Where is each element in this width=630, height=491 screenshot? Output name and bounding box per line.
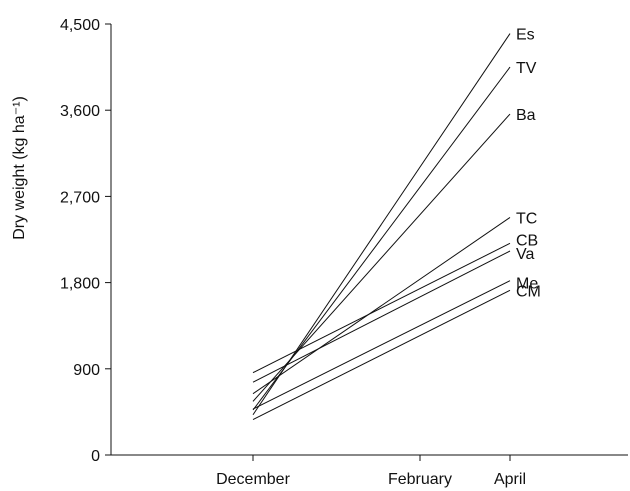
series-label-tv: TV (516, 60, 537, 77)
y-tick-label: 1,800 (60, 276, 100, 293)
y-tick-label: 0 (91, 448, 100, 465)
series-line-me (252, 280, 511, 410)
y-tick-label: 4,500 (60, 17, 100, 34)
y-axis-label: Dry weight (kg ha⁻¹) (11, 96, 28, 240)
y-tick-label: 2,700 (60, 189, 100, 206)
x-tick-label: April (494, 471, 526, 488)
x-axis: December February April (111, 454, 628, 488)
series-line-ba (252, 113, 511, 402)
series-label-va: Va (516, 246, 534, 263)
series-label-es: Es (516, 27, 535, 44)
series-label-tc: TC (516, 210, 537, 227)
y-tick-label: 3,600 (60, 103, 100, 120)
y-tick-label: 900 (73, 362, 100, 379)
series-line-va (252, 250, 511, 383)
x-tick-label: December (216, 471, 290, 488)
series-label-cb: CB (516, 232, 538, 249)
series-label-ba: Ba (516, 107, 536, 124)
series-line-cm (252, 289, 511, 421)
series-line-tc (252, 217, 511, 395)
y-axis: 0 900 1,800 2,700 3,600 4,500 (60, 17, 112, 465)
series-label-me: Me (516, 276, 538, 293)
x-tick-label: February (388, 471, 452, 488)
series-lines (252, 33, 511, 421)
series-line-cb (252, 242, 511, 374)
series-label-cm: CM (516, 283, 541, 300)
